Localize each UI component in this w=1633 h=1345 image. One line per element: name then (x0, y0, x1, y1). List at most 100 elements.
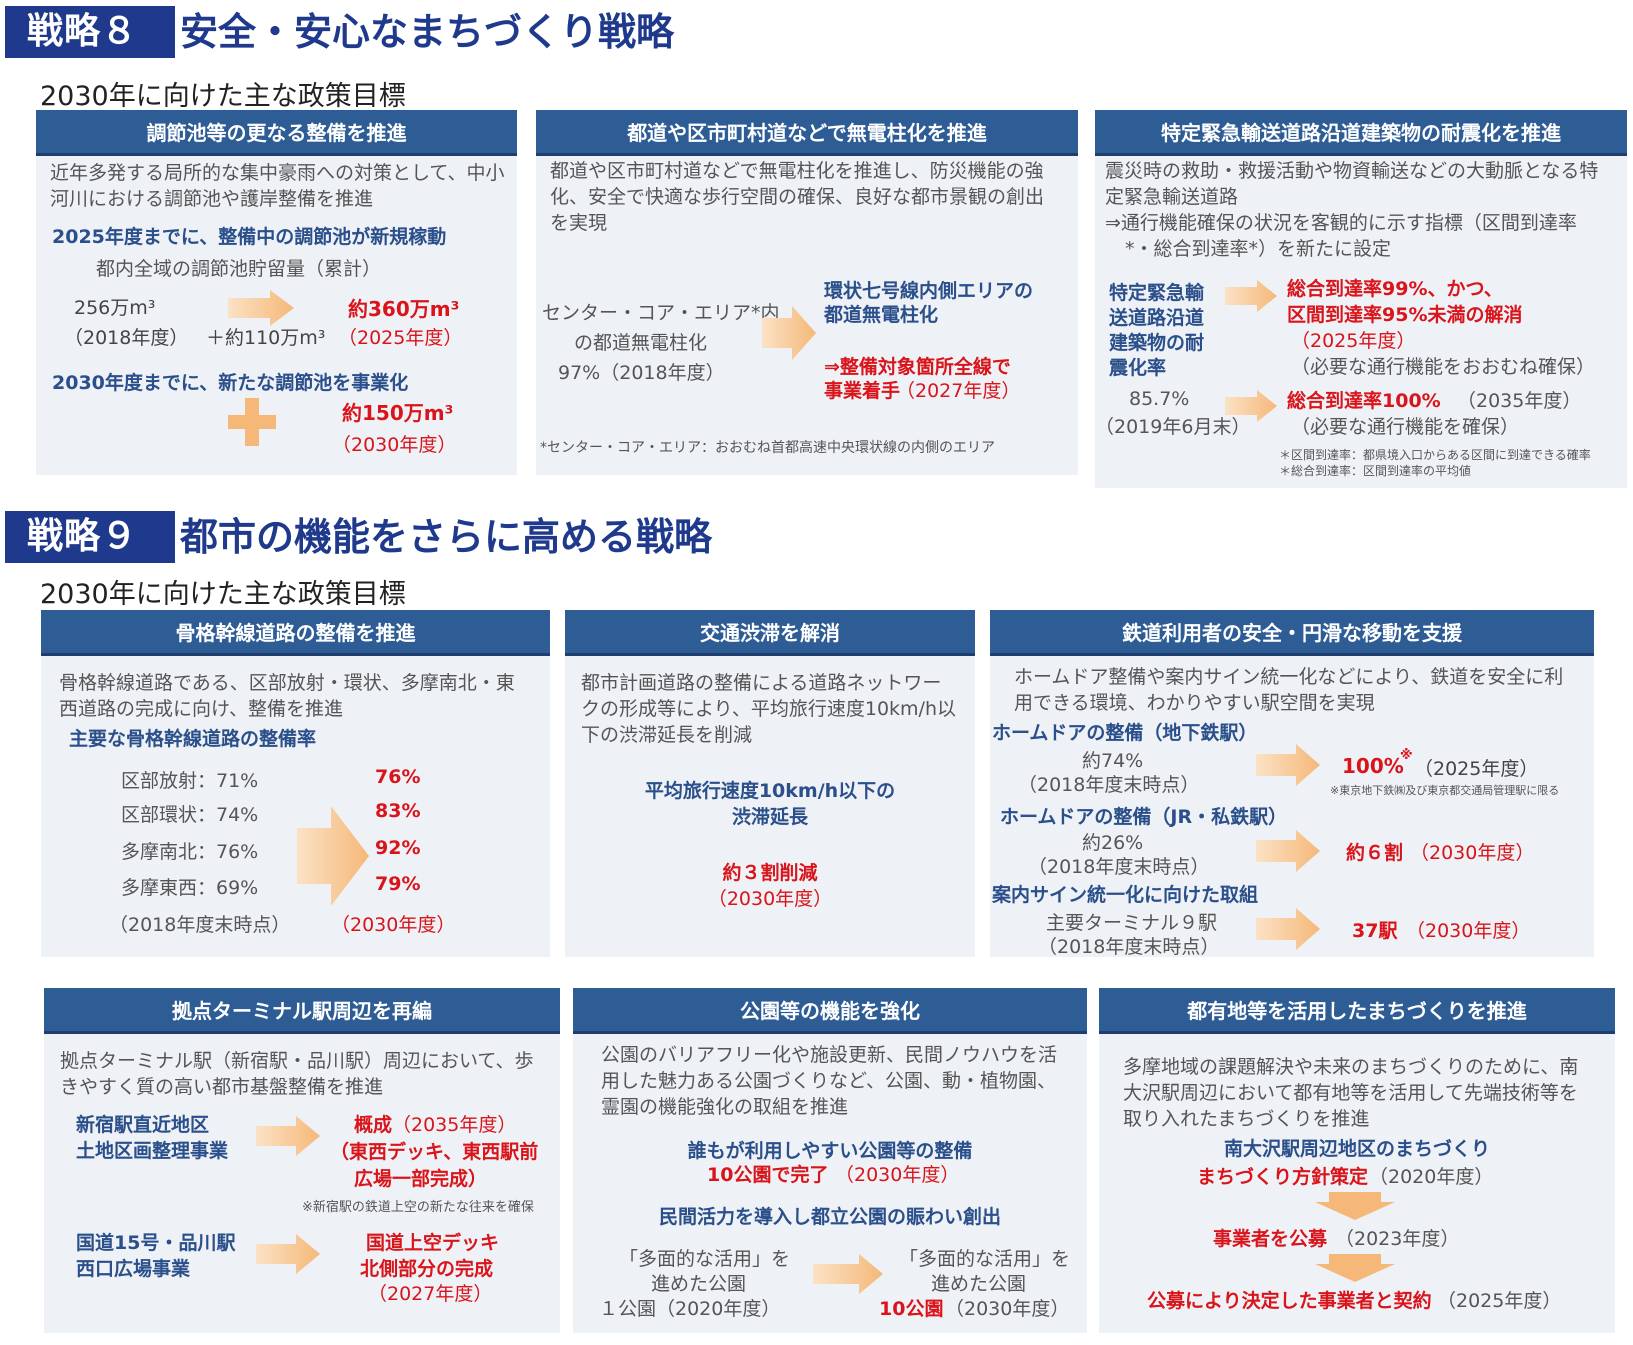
footnote: *センター・コア・エリア：おおむね首都高速中央環状線の内側のエリア (540, 440, 995, 456)
panel-description: 近年多発する局所的な集中豪雨への対策として、中小河川における調節池や護岸整備を推… (50, 162, 505, 210)
step-year: （2023年度） (1335, 1228, 1460, 1250)
project-label: 新宿駅直近地区 (76, 1114, 210, 1136)
target-value: 約150万m³ (342, 401, 454, 425)
arrow-right-icon (1225, 390, 1277, 422)
base-year: （2019年6月末） (1095, 416, 1251, 438)
target-year: （2027年度） (896, 380, 1021, 402)
arrow-right-icon (1256, 908, 1320, 950)
footnote: ＊区間到達率：都県境入口からある区間に到達できる確率 (1279, 448, 1591, 462)
footnote: ※新宿駅の鉄道上空の新たな往来を確保 (302, 1200, 534, 1215)
target-year: （2030年度） (1406, 920, 1531, 942)
arrow-right-icon (813, 1254, 883, 1294)
target-year: （2027年度） (368, 1283, 493, 1305)
panel-congestion: 交通渋滞を解消 都市計画道路の整備による道路ネットワークの形成等により、平均旅行… (565, 610, 975, 957)
arrow-right-icon (256, 1116, 320, 1156)
target-text: 広場一部完成） (354, 1168, 488, 1190)
target-text: （東西デッキ、東西駅前 (330, 1141, 539, 1163)
panel-header: 公園等の機能を強化 (573, 988, 1087, 1034)
target-note: （必要な通行機能を確保） (1291, 416, 1520, 438)
target-text: 約３割削減 (722, 862, 818, 884)
item-title: ホームドアの整備（地下鉄駅） (992, 722, 1258, 744)
road-row-label: 多摩南北：76% (121, 841, 259, 863)
panel-header: 調節池等の更なる整備を推進 (36, 110, 517, 156)
panel-detention-ponds: 調節池等の更なる整備を推進 近年多発する局所的な集中豪雨への対策として、中小河川… (36, 110, 517, 475)
item-title: ホームドアの整備（JR・私鉄駅） (1000, 806, 1288, 828)
target-year: （2025年度） (1414, 758, 1539, 780)
target-label: 都道無電柱化 (824, 304, 939, 326)
panel-description: 都市計画道路の整備による道路ネットワークの形成等により、平均旅行速度10km/h… (581, 672, 956, 746)
step-year: （2025年度） (1437, 1290, 1562, 1312)
base-year: （2018年度末時点） (1028, 856, 1210, 878)
strategy-9-subtitle: 2030年に向けた主な政策目標 (40, 579, 406, 610)
arrow-right-icon (297, 806, 369, 906)
base-value: 97%（2018年度） (558, 362, 725, 384)
target-note: ※東京地下鉄㈱及び東京都交通局管理駅に限る (1330, 784, 1560, 797)
panel-header: 拠点ターミナル駅周辺を再編 (44, 988, 560, 1034)
metric-label: 建築物の耐 (1109, 332, 1205, 354)
target-note: （必要な通行機能をおおむね確保） (1291, 356, 1596, 378)
target-text: 北側部分の完成 (360, 1258, 494, 1280)
panel-header: 都有地等を活用したまちづくりを推進 (1099, 988, 1615, 1034)
target-year: （2030年度） (707, 888, 833, 910)
metric-label: 特定緊急輸 (1109, 282, 1205, 304)
step-text: 事業者を公募 (1213, 1228, 1328, 1250)
target-label: 環状七号線内側エリアの (824, 280, 1034, 302)
target-year: （2030年度） (945, 1298, 1070, 1320)
target-value: 約360万m³ (348, 297, 460, 321)
target-year: （2025年度） (1291, 330, 1416, 352)
project-label: 土地区画整理事業 (76, 1140, 229, 1162)
arrow-right-icon (228, 290, 294, 326)
panel-parks: 公園等の機能を強化 公園のバリアフリー化や施設更新、民間ノウハウを活用した魅力あ… (573, 988, 1087, 1333)
base-year: （2018年度末時点） (1018, 774, 1200, 796)
panel-description: 拠点ターミナル駅（新宿駅・品川駅）周辺において、歩きやすく質の高い都市基盤整備を… (60, 1050, 534, 1098)
step-text: まちづくり方針策定 (1197, 1166, 1369, 1188)
footnote: ＊総合到達率：区間到達率の平均値 (1279, 464, 1472, 478)
panel-header: 交通渋滞を解消 (565, 610, 975, 656)
target-mark: ※ (1400, 748, 1413, 763)
target-text: 総合到達率100% (1287, 390, 1441, 412)
panel-description: 骨格幹線道路である、区部放射・環状、多摩南北・東西道路の完成に向け、整備を推進 (59, 672, 515, 720)
item-title: 案内サイン統一化に向けた取組 (992, 884, 1259, 906)
panel-header: 骨格幹線道路の整備を推進 (41, 610, 550, 656)
road-row-target: 83% (375, 800, 421, 822)
road-row-label: 区部放射：71% (121, 770, 259, 792)
target-text: 国道上空デッキ (366, 1232, 500, 1254)
target-label: 「多面的な活用」を (899, 1248, 1071, 1270)
increment-value: ＋約110万m³ (206, 327, 326, 349)
panel-header: 鉄道利用者の安全・円滑な移動を支援 (990, 610, 1594, 656)
strategy-9-label: 戦略９ (5, 511, 175, 563)
panel-terminal-stations: 拠点ターミナル駅周辺を再編 拠点ターミナル駅（新宿駅・品川駅）周辺において、歩き… (44, 988, 560, 1333)
arrow-right-icon (256, 1234, 320, 1274)
base-year: （2018年度） (64, 327, 189, 349)
arrow-right-icon (762, 306, 816, 360)
base-label: センター・コア・エリア*内 (542, 302, 780, 324)
arrow-right-icon (1256, 830, 1320, 872)
road-row-target: 79% (375, 873, 421, 895)
panel-description: 公園のバリアフリー化や施設更新、民間ノウハウを活用した魅力ある公園づくりなど、公… (601, 1044, 1058, 1118)
target-text: 約６割 (1346, 842, 1404, 864)
panel-metropolitan-land: 都有地等を活用したまちづくりを推進 多摩地域の課題解決や未来のまちづくりのために… (1099, 988, 1615, 1333)
panel-earthquake-resistance: 特定緊急輸送道路沿道建築物の耐震化を推進 震災時の救助・救援活動や物資輸送などの… (1095, 110, 1627, 488)
project-label: 国道15号・品川駅 (76, 1232, 236, 1254)
base-year: （2018年度末時点） (1038, 936, 1220, 958)
plus-icon (228, 398, 276, 450)
step-text: 公募により決定した事業者と契約 (1147, 1290, 1432, 1312)
panel-header: 特定緊急輸送道路沿道建築物の耐震化を推進 (1095, 110, 1627, 156)
target-text: 10公園で完了 (707, 1164, 829, 1186)
target-text: ⇒整備対象箇所全線で (824, 356, 1011, 378)
target-text: 概成 (354, 1114, 393, 1136)
panel-header: 都道や区市町村道などで無電柱化を推進 (536, 110, 1078, 156)
metric-label: 都内全域の調節池貯留量（累計） (96, 258, 382, 280)
base-year: （2018年度末時点） (109, 914, 291, 936)
metric-label: 震化率 (1109, 357, 1167, 379)
base-value: 85.7% (1129, 388, 1190, 410)
target-label: 進めた公園 (931, 1273, 1027, 1295)
target-year: （2030年度） (332, 434, 457, 456)
metric-label: 送道路沿道 (1109, 307, 1205, 329)
panel-description: 震災時の救助・救援活動や物資輸送などの大動脈となる特定緊急輸送道路 (1105, 160, 1599, 208)
project-title: 南大沢駅周辺地区のまちづくり (1223, 1138, 1490, 1160)
panel-utility-poles: 都道や区市町村道などで無電柱化を推進 都道や区市町村道などで無電柱化を推進し、防… (536, 110, 1078, 475)
arrow-right-icon (1256, 744, 1320, 786)
target-year: （2030年度） (835, 1164, 960, 1186)
base-value: 主要ターミナル９駅 (1046, 912, 1218, 934)
